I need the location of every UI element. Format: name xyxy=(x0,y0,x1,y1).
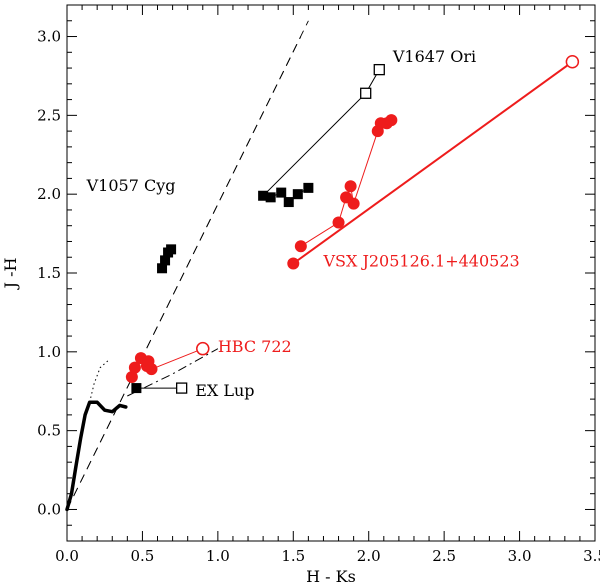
vsx-j205126-1-440523-point xyxy=(344,180,357,193)
annotation-label: V1057 Cyg xyxy=(86,176,176,195)
x-tick-label: 0.5 xyxy=(130,547,154,565)
y-tick-label: 2.0 xyxy=(37,185,61,203)
dwarf-locus-line xyxy=(65,400,128,512)
reddening-band-right-line xyxy=(66,20,309,510)
hbc-722-open-point xyxy=(196,341,210,356)
x-tick-label: 2.5 xyxy=(432,547,456,565)
v1647-ori-point xyxy=(265,192,276,203)
x-tick-label: 1.5 xyxy=(281,547,305,565)
v1647-ori-point xyxy=(276,187,287,198)
v1647-ori-point xyxy=(303,182,314,193)
y-tick-label: 1.0 xyxy=(37,343,61,361)
ctts-locus-line xyxy=(127,348,219,397)
vsx-j205126-1-440523-point xyxy=(287,257,300,270)
connection-lines xyxy=(131,60,573,389)
y-tick-label: 2.5 xyxy=(37,106,61,124)
annotations: V1647 Ori V1057 Cyg VSX J205126.1+440523 HB… xyxy=(86,47,520,400)
hbc-722-point xyxy=(125,371,138,384)
y-tick-label: 0.0 xyxy=(37,500,61,518)
annotation-label: VSX J205126.1+440523 xyxy=(322,252,519,271)
plot-frame xyxy=(66,4,596,542)
v1057-cyg-point xyxy=(157,263,168,274)
x-axis-title: H - Ks xyxy=(306,567,356,586)
hbc-722-point xyxy=(128,361,141,374)
y-axis-title: J -H xyxy=(1,258,20,291)
annotation-label: EX Lup xyxy=(195,381,254,400)
x-tick-label: 3.5 xyxy=(583,547,600,565)
y-tick-label: 0.5 xyxy=(37,422,61,440)
v1647-ori-point xyxy=(292,189,303,200)
hbc-722-point xyxy=(145,363,158,376)
vsx-j205126-1-440523-point xyxy=(294,240,307,253)
x-tick-label: 0.0 xyxy=(55,547,79,565)
v1647-ori-point xyxy=(258,190,269,201)
x-tick-label: 3.0 xyxy=(508,547,532,565)
vsx-j205126-1-440523-point xyxy=(332,216,345,229)
vsx-j205126-1-440523-point xyxy=(347,197,360,210)
y-tick-label: 1.5 xyxy=(37,264,61,282)
x-tick-label: 2.0 xyxy=(357,547,381,565)
v1057-cyg-point xyxy=(166,244,177,255)
ex-lup-point xyxy=(131,383,142,394)
annotation-label: V1647 Ori xyxy=(392,47,476,66)
reference-lines xyxy=(65,20,309,512)
ex-lup-open-point xyxy=(176,382,188,394)
v1647-ori-point xyxy=(283,197,294,208)
connection-line xyxy=(292,60,573,265)
x-tick-label: 1.0 xyxy=(206,547,230,565)
y-tick-label: 3.0 xyxy=(37,28,61,46)
vsx-j205126-1-440523-open-point xyxy=(565,55,580,69)
vsx-j205126-1-440523-point xyxy=(385,114,398,127)
v1647-ori-open-point xyxy=(373,63,385,76)
giant-branch-line xyxy=(89,359,110,403)
data-markers xyxy=(125,55,580,394)
axis-ticks: 0.0 0.5 1.0 1.5 2.0 2.5 3.0 3.5 0.0 0.5 1.0 1.5 2.0 2… xyxy=(37,4,600,565)
v1647-ori-open-point xyxy=(360,87,372,99)
annotation-label: HBC 722 xyxy=(218,337,292,356)
v1057-cyg-point xyxy=(160,255,171,266)
